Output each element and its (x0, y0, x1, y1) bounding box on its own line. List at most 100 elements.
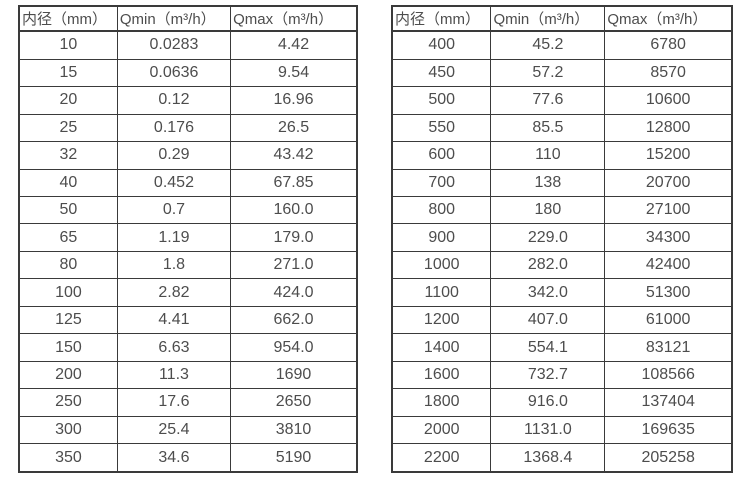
table-cell-qmax: 179.0 (230, 223, 358, 252)
table-cell-qmax: 26.5 (230, 113, 358, 143)
table-cell-qmax: 5190 (230, 443, 358, 473)
table-cell-qmin: 732.7 (490, 360, 606, 390)
table-row: 500 77.6 10600 (391, 86, 733, 115)
table-cell-qmax: 6780 (604, 30, 733, 60)
table-cell-diameter: 500 (391, 86, 492, 115)
table-cell-diameter: 1200 (391, 305, 492, 335)
table-cell-qmin: 77.6 (490, 86, 606, 115)
table-cell-qmax: 271.0 (230, 250, 358, 280)
table-row: 1200 407.0 61000 (391, 305, 733, 335)
table-row: 65 1.19 179.0 (18, 223, 358, 252)
table-cell-qmax: 20700 (604, 168, 733, 197)
table-cell-qmax: 10600 (604, 86, 733, 115)
column-header-qmin: Qmin（m³/h） (490, 5, 606, 32)
table-row: 15 0.0636 9.54 (18, 58, 358, 88)
table-row: 1400 554.1 83121 (391, 333, 733, 362)
table-cell-diameter: 350 (18, 443, 118, 473)
table-row: 40 0.452 67.85 (18, 168, 358, 197)
table-row: 400 45.2 6780 (391, 30, 733, 60)
table-cell-qmax: 954.0 (230, 333, 358, 362)
table-cell-qmin: 0.452 (116, 168, 232, 197)
table-cell-qmax: 34300 (604, 223, 733, 252)
table-cell-qmin: 45.2 (490, 30, 606, 60)
table-cell-qmax: 169635 (604, 415, 733, 445)
table-cell-qmin: 407.0 (490, 305, 606, 335)
table-cell-qmin: 1.19 (116, 223, 232, 252)
table-cell-qmin: 180 (490, 195, 606, 225)
table-cell-diameter: 400 (391, 30, 492, 60)
flow-spec-table-large-diameters: 内径（mm） Qmin（m³/h） Qmax（m³/h） 400 45.2 6780 45… (391, 5, 733, 473)
table-row: 700 138 20700 (391, 168, 733, 197)
table-cell-qmin: 282.0 (490, 250, 606, 280)
table-cell-diameter: 250 (18, 388, 118, 417)
flow-spec-table-small-diameters: 内径（mm） Qmin（m³/h） Qmax（m³/h） 10 0.0283 4.42 1… (18, 5, 358, 473)
table-cell-qmax: 16.96 (230, 86, 358, 115)
table-cell-diameter: 25 (18, 113, 118, 143)
table-cell-diameter: 2200 (391, 443, 492, 473)
table-cell-qmax: 3810 (230, 415, 358, 445)
table-cell-qmax: 2650 (230, 388, 358, 417)
table-cell-diameter: 150 (18, 333, 118, 362)
table-cell-diameter: 2000 (391, 415, 492, 445)
table-cell-qmin: 0.29 (116, 141, 232, 170)
table-cell-qmin: 2.82 (116, 278, 232, 307)
table-cell-qmin: 34.6 (116, 443, 232, 473)
column-header-diameter: 内径（mm） (391, 5, 492, 32)
table-row: 200 11.3 1690 (18, 360, 358, 390)
header-row: 内径（mm） Qmin（m³/h） Qmax（m³/h） (18, 5, 358, 32)
table-cell-qmax: 15200 (604, 141, 733, 170)
table-cell-qmax: 61000 (604, 305, 733, 335)
table-cell-qmax: 137404 (604, 388, 733, 417)
table-cell-diameter: 200 (18, 360, 118, 390)
table-row: 600 110 15200 (391, 141, 733, 170)
table-row: 450 57.2 8570 (391, 58, 733, 88)
table-cell-qmax: 4.42 (230, 30, 358, 60)
table-row: 25 0.176 26.5 (18, 113, 358, 143)
table-cell-qmax: 8570 (604, 58, 733, 88)
table-cell-qmin: 229.0 (490, 223, 606, 252)
table-row: 125 4.41 662.0 (18, 305, 358, 335)
table-cell-diameter: 1400 (391, 333, 492, 362)
table-cell-qmin: 25.4 (116, 415, 232, 445)
table-row: 250 17.6 2650 (18, 388, 358, 417)
table-cell-diameter: 700 (391, 168, 492, 197)
table-cell-qmax: 83121 (604, 333, 733, 362)
header-row: 内径（mm） Qmin（m³/h） Qmax（m³/h） (391, 5, 733, 32)
table-cell-diameter: 1000 (391, 250, 492, 280)
table-row: 80 1.8 271.0 (18, 250, 358, 280)
table-cell-diameter: 100 (18, 278, 118, 307)
table-cell-qmin: 0.7 (116, 195, 232, 225)
table-row: 900 229.0 34300 (391, 223, 733, 252)
table-cell-diameter: 450 (391, 58, 492, 88)
table-cell-diameter: 1100 (391, 278, 492, 307)
table-cell-qmin: 342.0 (490, 278, 606, 307)
table-cell-qmin: 916.0 (490, 388, 606, 417)
table-row: 1600 732.7 108566 (391, 360, 733, 390)
table-cell-qmin: 110 (490, 141, 606, 170)
table-cell-diameter: 32 (18, 141, 118, 170)
table-cell-diameter: 125 (18, 305, 118, 335)
table-cell-qmin: 0.12 (116, 86, 232, 115)
table-cell-diameter: 900 (391, 223, 492, 252)
table-cell-diameter: 50 (18, 195, 118, 225)
table-cell-diameter: 10 (18, 30, 118, 60)
table-cell-diameter: 1800 (391, 388, 492, 417)
table-cell-qmax: 205258 (604, 443, 733, 473)
table-cell-qmin: 57.2 (490, 58, 606, 88)
table-cell-diameter: 15 (18, 58, 118, 88)
table-cell-qmax: 662.0 (230, 305, 358, 335)
table-cell-qmin: 17.6 (116, 388, 232, 417)
table-cell-diameter: 1600 (391, 360, 492, 390)
table-cell-diameter: 65 (18, 223, 118, 252)
table-cell-diameter: 300 (18, 415, 118, 445)
table-row: 350 34.6 5190 (18, 443, 358, 473)
table-row: 150 6.63 954.0 (18, 333, 358, 362)
table-cell-qmax: 43.42 (230, 141, 358, 170)
table-cell-diameter: 20 (18, 86, 118, 115)
table-cell-qmin: 554.1 (490, 333, 606, 362)
table-cell-qmin: 1.8 (116, 250, 232, 280)
table-cell-qmax: 67.85 (230, 168, 358, 197)
table-cell-qmin: 4.41 (116, 305, 232, 335)
table-cell-qmax: 160.0 (230, 195, 358, 225)
